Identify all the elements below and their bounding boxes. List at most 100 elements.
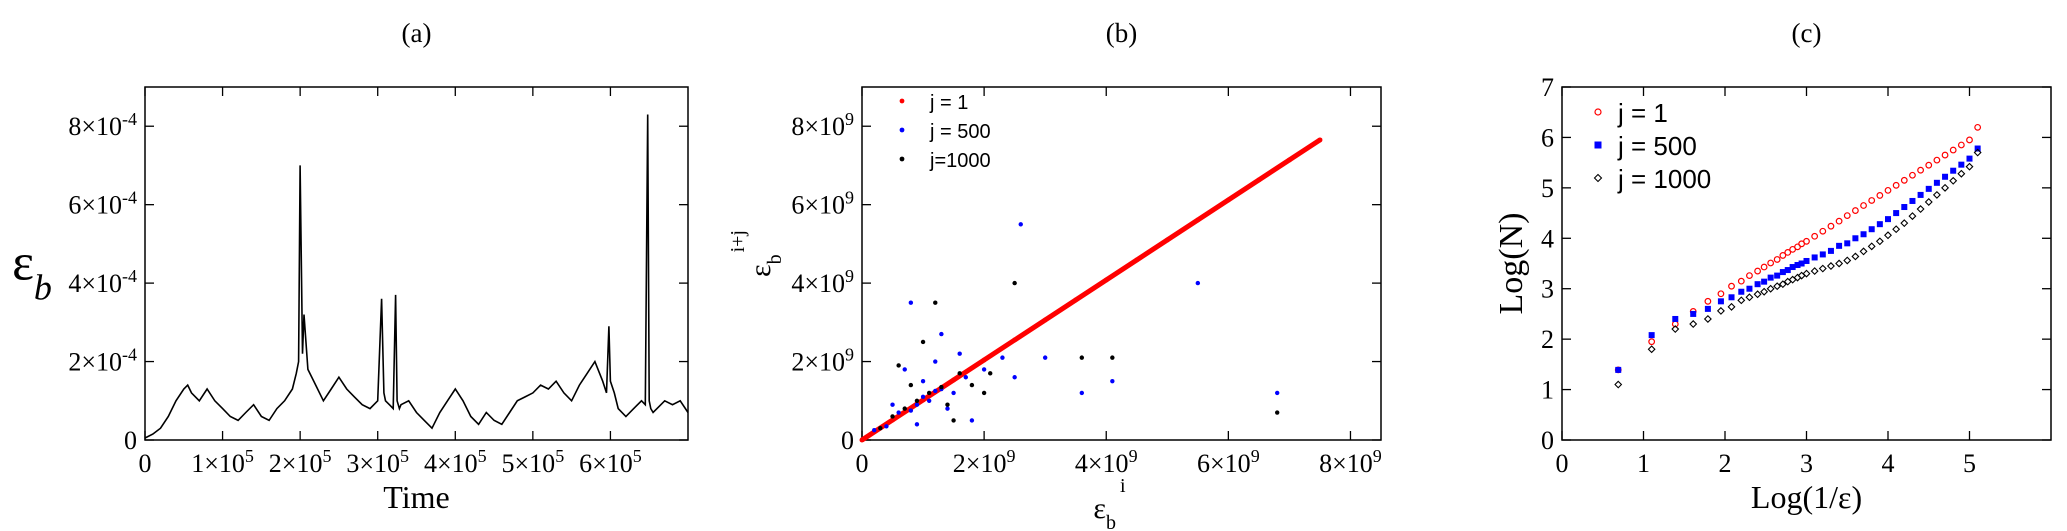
data-point xyxy=(1901,204,1908,211)
data-point xyxy=(957,371,962,376)
y-tick-label-mantissa: 0 xyxy=(124,426,137,455)
data-point xyxy=(914,402,920,407)
data-point xyxy=(859,437,865,443)
x-tick-label-mantissa: 1×10 xyxy=(191,449,245,478)
data-point xyxy=(1811,254,1818,261)
data-point xyxy=(1819,227,1827,235)
data-point xyxy=(1917,191,1924,198)
data-point xyxy=(1909,171,1916,179)
data-point xyxy=(1012,375,1017,380)
data-point xyxy=(1884,231,1892,240)
data-point xyxy=(1195,217,1201,223)
x-axis-label-superscript: i xyxy=(1120,475,1126,497)
y-tick-label: 1 xyxy=(1541,376,1554,405)
data-point xyxy=(1860,231,1867,238)
plot-frame xyxy=(861,86,1382,441)
data-point xyxy=(872,427,877,433)
data-point xyxy=(1195,280,1201,286)
data-point xyxy=(945,402,950,407)
x-tick-label: 4×109 xyxy=(1075,446,1138,478)
data-point xyxy=(1286,157,1292,163)
data-point xyxy=(914,422,920,427)
panel-title: (b) xyxy=(1106,18,1137,48)
data-point xyxy=(1042,317,1048,323)
data-point xyxy=(1615,366,1622,373)
x-tick-label-exponent: 9 xyxy=(1006,446,1015,466)
x-tick-label-exponent: 9 xyxy=(1251,446,1260,466)
data-point xyxy=(939,384,944,390)
data-point xyxy=(1073,297,1079,303)
data-point xyxy=(1103,277,1109,283)
data-point xyxy=(890,417,896,423)
data-point xyxy=(1614,380,1623,389)
data-point xyxy=(1110,355,1115,360)
y-tick-label-mantissa: 0 xyxy=(841,426,854,455)
y-tick-label: 8×109 xyxy=(791,109,854,141)
data-point xyxy=(988,371,993,376)
data-point xyxy=(933,359,938,364)
data-point xyxy=(1868,226,1875,233)
y-axis-label-symbol: ε xyxy=(744,264,777,277)
data-point xyxy=(1648,332,1655,339)
y-tick-label-mantissa: 6×10 xyxy=(68,191,122,220)
data-point xyxy=(1892,181,1900,189)
data-point xyxy=(1974,123,1982,131)
panel-title: (a) xyxy=(402,18,432,48)
x-tick-label-exponent: 5 xyxy=(555,446,564,466)
legend-label: j = 1 xyxy=(929,92,968,114)
data-point xyxy=(1164,237,1170,243)
x-tick-label-mantissa: 8×10 xyxy=(1319,449,1373,478)
y-tick-label-exponent: 9 xyxy=(845,345,854,365)
x-tick-label: 3 xyxy=(1800,449,1813,478)
data-point xyxy=(1779,252,1787,259)
legend-label: j = 1000 xyxy=(1617,164,1711,194)
x-axis-label-subscript: b xyxy=(1106,512,1116,531)
series-3 xyxy=(1614,148,1982,389)
data-point xyxy=(1802,269,1811,278)
x-tick-label: 5×105 xyxy=(502,446,565,478)
data-point xyxy=(1836,242,1843,249)
data-point xyxy=(1932,190,1941,199)
y-tick-label: 4×10-4 xyxy=(68,266,137,298)
data-point xyxy=(920,394,926,400)
y-tick-label: 0 xyxy=(841,426,854,455)
data-point xyxy=(920,378,926,384)
data-point xyxy=(1916,205,1925,214)
data-point xyxy=(926,390,932,396)
data-point xyxy=(1738,288,1745,295)
data-point xyxy=(1794,262,1801,269)
data-point xyxy=(981,390,987,396)
data-point xyxy=(1917,166,1924,174)
data-point xyxy=(1225,197,1231,203)
data-point xyxy=(945,406,950,411)
x-tick-label-exponent: 5 xyxy=(400,446,409,466)
data-point xyxy=(1925,161,1933,169)
legend-marker xyxy=(899,156,905,162)
legend-marker xyxy=(1594,108,1602,116)
data-point xyxy=(1892,225,1901,234)
data-point xyxy=(1868,197,1876,204)
y-axis-label-symbol: ε xyxy=(12,235,34,292)
data-point xyxy=(1835,217,1843,225)
data-point xyxy=(1134,257,1140,263)
data-point xyxy=(1949,146,1957,154)
series-1 xyxy=(859,137,1323,443)
data-point xyxy=(1974,145,1981,152)
legend-marker xyxy=(1594,141,1602,149)
y-tick-label: 6 xyxy=(1541,123,1554,152)
data-point xyxy=(1767,259,1775,267)
y-tick-label-exponent: -4 xyxy=(122,188,137,208)
data-point xyxy=(1671,325,1680,334)
data-point xyxy=(1950,167,1957,174)
data-point xyxy=(1672,315,1679,322)
y-tick-label: 4 xyxy=(1541,224,1554,253)
x-tick-label: 6×109 xyxy=(1197,446,1260,478)
panel-title: (c) xyxy=(1792,18,1822,48)
data-point xyxy=(908,408,914,413)
data-point xyxy=(1728,282,1735,290)
data-point xyxy=(1703,314,1712,323)
data-point xyxy=(1012,337,1018,343)
data-point xyxy=(1110,378,1115,384)
data-point xyxy=(1965,162,1974,171)
data-point xyxy=(1876,192,1884,199)
